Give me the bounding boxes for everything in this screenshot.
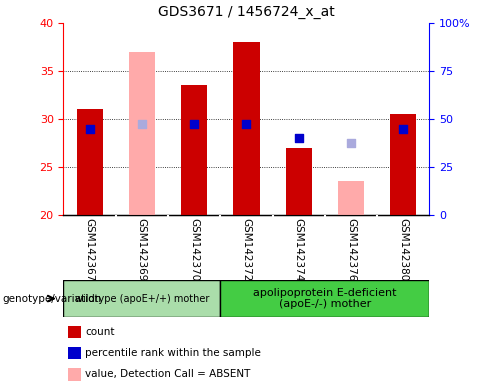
- Text: count: count: [85, 327, 115, 337]
- Point: [347, 140, 355, 146]
- Text: wildtype (apoE+/+) mother: wildtype (apoE+/+) mother: [75, 293, 209, 304]
- Bar: [63, 280, 220, 317]
- Bar: [181, 85, 207, 215]
- Point: [243, 121, 250, 127]
- Bar: [390, 114, 416, 215]
- Text: apolipoprotein E-deficient
(apoE-/-) mother: apolipoprotein E-deficient (apoE-/-) mot…: [253, 288, 397, 310]
- Bar: [77, 109, 102, 215]
- Point: [399, 126, 407, 132]
- Bar: [220, 280, 429, 317]
- Point: [86, 126, 94, 132]
- Text: GSM142369: GSM142369: [137, 218, 147, 282]
- Text: GSM142376: GSM142376: [346, 218, 356, 282]
- Text: genotype/variation: genotype/variation: [2, 293, 102, 304]
- Text: GSM142374: GSM142374: [294, 218, 304, 282]
- Text: GSM142367: GSM142367: [84, 218, 95, 282]
- Text: value, Detection Call = ABSENT: value, Detection Call = ABSENT: [85, 369, 251, 379]
- Bar: [233, 42, 260, 215]
- Point: [295, 135, 303, 141]
- Bar: [129, 52, 155, 215]
- Title: GDS3671 / 1456724_x_at: GDS3671 / 1456724_x_at: [158, 5, 335, 19]
- Text: percentile rank within the sample: percentile rank within the sample: [85, 348, 261, 358]
- Point: [138, 121, 146, 127]
- Bar: [285, 148, 312, 215]
- Point: [190, 121, 198, 127]
- Text: GSM142372: GSM142372: [242, 218, 251, 282]
- Text: GSM142370: GSM142370: [189, 218, 199, 281]
- Bar: [338, 181, 364, 215]
- Text: GSM142380: GSM142380: [398, 218, 408, 281]
